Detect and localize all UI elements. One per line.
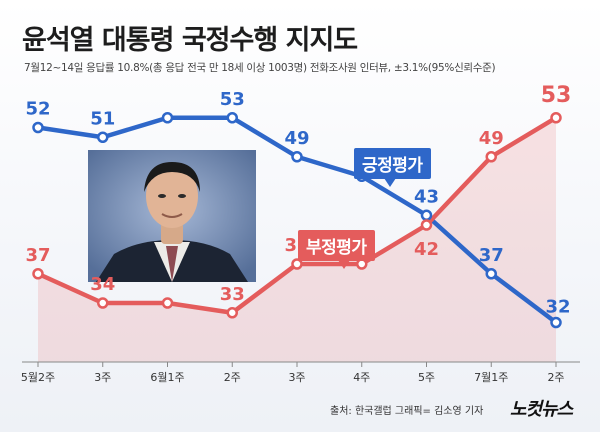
data-label: 51 — [90, 108, 115, 129]
approve-legend-callout: 긍정평가 — [354, 148, 431, 187]
disapprove-series-points — [32, 112, 562, 319]
x-tick-label: 3주 — [288, 371, 305, 384]
data-point — [161, 112, 174, 124]
data-point — [550, 316, 562, 329]
x-axis-tick-labels: 5월2주 3주 6월1주 2주 3주 4주 5주 7월1주 2주 — [21, 371, 565, 384]
disapprove-area-fill — [38, 117, 556, 362]
data-label: 53 — [541, 83, 572, 108]
data-label: 49 — [479, 128, 504, 149]
data-label: 49 — [284, 128, 309, 149]
data-label: 33 — [220, 284, 245, 305]
data-point — [32, 268, 44, 280]
data-point — [161, 297, 174, 309]
data-point — [97, 297, 109, 309]
data-point — [226, 112, 238, 124]
data-point — [97, 131, 109, 143]
chart-title: 윤석열 대통령 국정수행 지지도 — [22, 25, 358, 56]
disapprove-legend-callout: 부정평가 — [298, 230, 375, 269]
x-tick-label: 4주 — [353, 371, 370, 384]
x-tick-label: 2주 — [224, 371, 241, 384]
data-point — [420, 219, 433, 231]
data-label: 53 — [220, 89, 245, 110]
data-point — [485, 151, 497, 163]
data-point — [291, 258, 303, 270]
data-label: 43 — [414, 186, 439, 207]
x-tick-label: 5주 — [418, 371, 435, 384]
x-tick-label: 2주 — [547, 371, 564, 384]
x-tick-label: 6월1주 — [150, 371, 184, 384]
data-label: 52 — [25, 99, 50, 120]
data-label: 37 — [479, 245, 504, 266]
source-credit: 출처: 한국갤럽 그래픽= 김소영 기자 — [330, 406, 484, 417]
data-label: 37 — [25, 245, 50, 266]
x-tick-label: 5월2주 — [21, 371, 55, 384]
data-point — [32, 121, 44, 134]
x-tick-label: 7월1주 — [474, 371, 508, 384]
brand-logo: 노컷뉴스 — [510, 399, 573, 420]
approve-data-labels: 52 51 53 49 43 37 32 — [25, 89, 570, 318]
president-photo — [88, 150, 256, 282]
x-tick-label: 3주 — [94, 371, 111, 384]
data-point — [291, 151, 303, 163]
data-label: 42 — [414, 239, 439, 260]
data-point — [420, 209, 433, 221]
data-label: 34 — [90, 274, 115, 295]
president-portrait-illustration — [88, 150, 256, 282]
data-point — [485, 268, 497, 280]
data-point — [226, 307, 238, 319]
data-label: 32 — [545, 297, 570, 318]
chart-subtitle: 7월12~14일 응답률 10.8%(총 응답 전국 만 18세 이상 1003… — [24, 62, 496, 74]
x-axis-ticks — [37, 362, 557, 367]
data-point — [550, 112, 562, 124]
